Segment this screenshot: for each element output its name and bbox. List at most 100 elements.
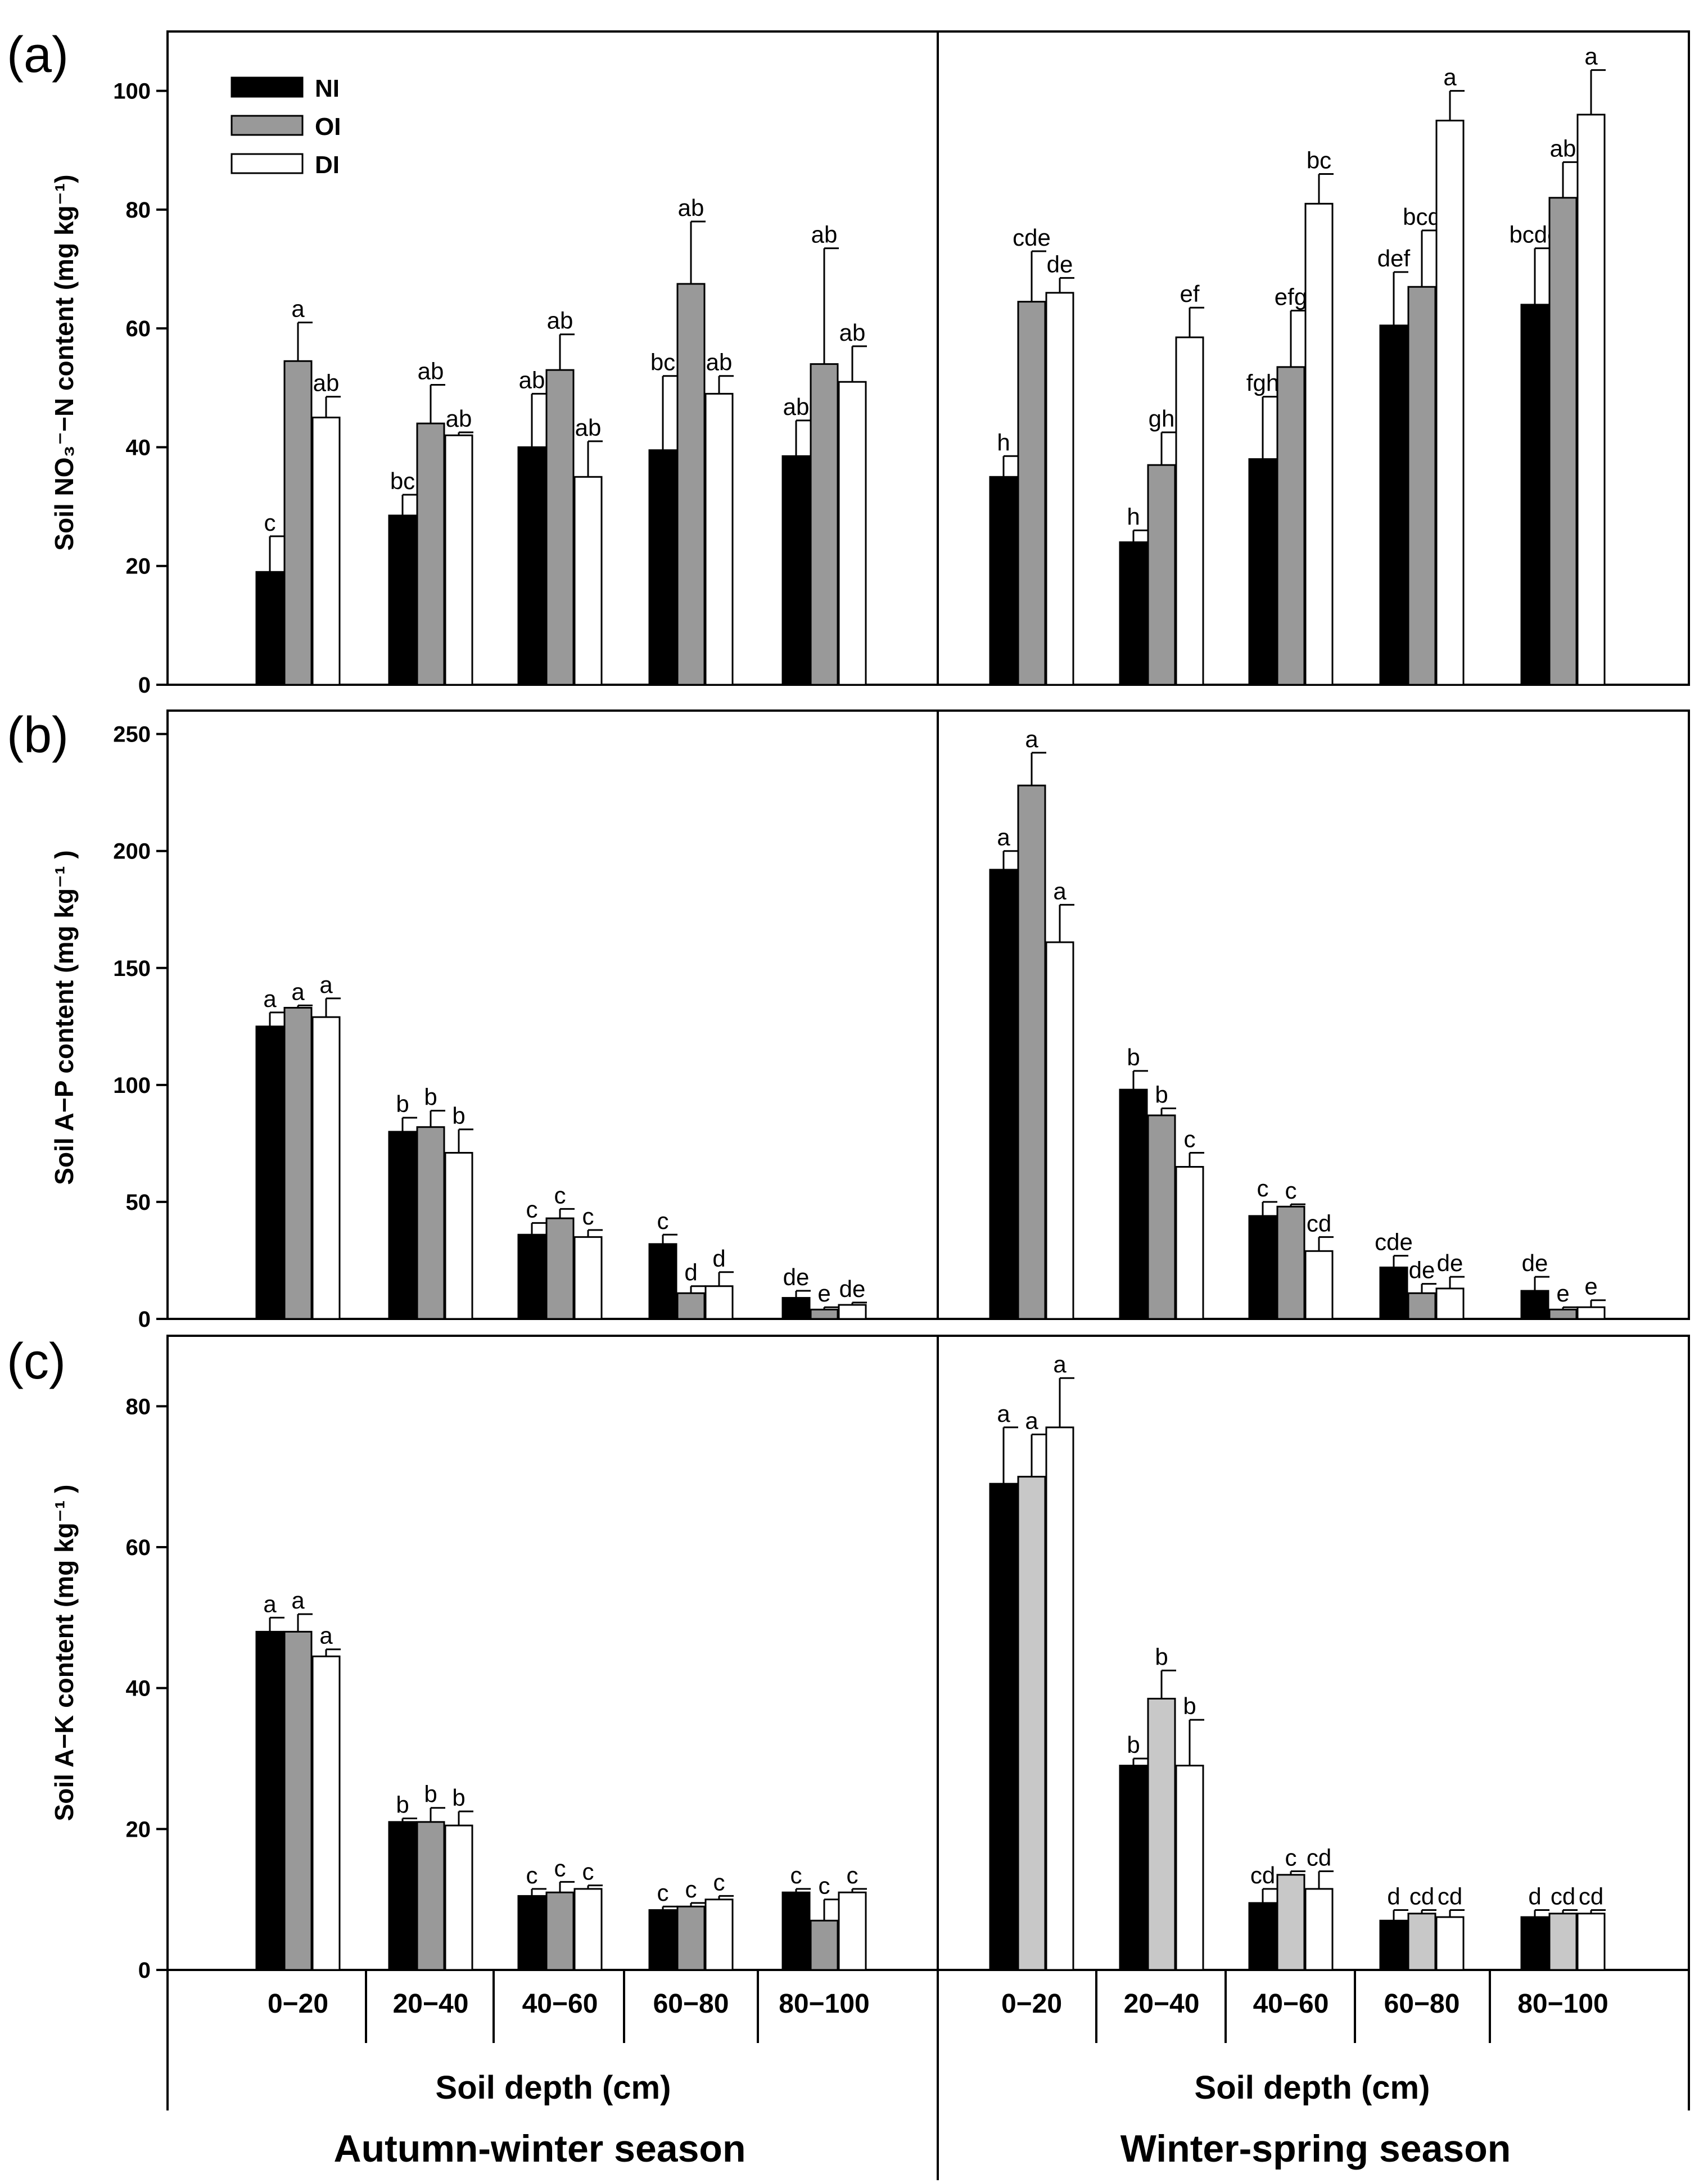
significance-letter-b: a xyxy=(1025,726,1038,752)
significance-letter-a: ab xyxy=(706,349,733,376)
significance-letter-c: c xyxy=(657,1879,669,1906)
significance-letter-b: b xyxy=(396,1091,409,1117)
panel-label-c: (c) xyxy=(7,1334,66,1390)
y-tick-label-b: 50 xyxy=(126,1190,151,1215)
significance-letter-a: ab xyxy=(1550,135,1576,161)
bar-b-ni xyxy=(1379,1266,1408,1320)
significance-letter-b: b xyxy=(1155,1081,1168,1108)
significance-letter-a: h xyxy=(997,429,1010,455)
significance-letter-a: ab xyxy=(839,319,866,346)
bar-c-di xyxy=(704,1899,734,1971)
bar-b-di xyxy=(1175,1166,1204,1320)
bar-a-di xyxy=(1576,114,1606,686)
category-label: 40−60 xyxy=(1253,1989,1329,2019)
significance-letter-a: a xyxy=(1584,43,1598,70)
significance-letter-b: de xyxy=(783,1264,810,1290)
panel-b-frame xyxy=(166,709,1690,1320)
bar-a-ni xyxy=(1119,541,1148,686)
significance-letter-c: a xyxy=(291,1587,305,1613)
bar-a-oi xyxy=(1548,197,1578,686)
legend-label-oi: OI xyxy=(315,113,341,141)
x-axis-title: Soil depth (cm) xyxy=(436,2069,671,2106)
bar-b-di xyxy=(704,1285,734,1320)
significance-letter-b: c xyxy=(657,1208,669,1234)
significance-letter-b: a xyxy=(263,986,277,1012)
significance-letter-a: fgh xyxy=(1246,370,1279,396)
y-tick-label-c: 20 xyxy=(126,1817,151,1842)
significance-letter-c: c xyxy=(713,1869,725,1895)
bar-b-ni xyxy=(648,1243,677,1320)
significance-letter-b: b xyxy=(452,1102,465,1129)
significance-letter-a: efg xyxy=(1275,283,1307,310)
bar-c-di xyxy=(1576,1913,1606,1971)
bar-c-oi xyxy=(1147,1697,1176,1971)
significance-letter-c: cd xyxy=(1438,1883,1462,1909)
y-tick-label-a: 40 xyxy=(126,435,151,460)
significance-letter-c: b xyxy=(452,1784,465,1811)
significance-letter-a: ab xyxy=(783,394,810,420)
significance-letter-b: de xyxy=(1409,1257,1435,1283)
bar-a-di xyxy=(573,476,603,686)
bar-c-di xyxy=(1435,1916,1465,1971)
y-axis-title-b: Soil A−P content (mg kg⁻¹ ) xyxy=(49,850,79,1185)
significance-letter-c: b xyxy=(1155,1643,1168,1670)
bar-c-oi xyxy=(1407,1913,1436,1971)
bar-b-oi xyxy=(1276,1205,1305,1320)
significance-letter-b: c xyxy=(1184,1126,1196,1152)
significance-letter-b: cde xyxy=(1375,1229,1413,1255)
category-label: 0−20 xyxy=(1001,1989,1062,2019)
bar-c-oi xyxy=(1276,1874,1305,1971)
bar-a-ni xyxy=(648,449,677,686)
bar-b-di xyxy=(1435,1287,1465,1320)
significance-letter-a: ab xyxy=(519,367,545,393)
significance-letter-c: a xyxy=(263,1590,277,1617)
significance-letter-b: a xyxy=(291,978,305,1005)
bar-b-oi xyxy=(1147,1114,1176,1320)
bar-b-ni xyxy=(255,1025,284,1320)
bar-c-di xyxy=(444,1824,473,1971)
category-label: 60−80 xyxy=(653,1989,729,2019)
significance-letter-a: ab xyxy=(575,414,602,441)
significance-letter-a: def xyxy=(1377,245,1411,272)
significance-letter-a: a xyxy=(291,296,305,322)
bar-a-di xyxy=(1045,292,1074,686)
category-label: 20−40 xyxy=(1124,1989,1200,2019)
bar-c-oi xyxy=(810,1919,839,1971)
panel-label-a: (a) xyxy=(7,27,69,83)
significance-letter-c: c xyxy=(685,1876,697,1902)
bar-b-oi xyxy=(676,1292,706,1320)
bar-b-ni xyxy=(1520,1290,1549,1320)
significance-letter-a: ab xyxy=(313,370,340,396)
bar-c-ni xyxy=(648,1909,677,1971)
significance-letter-a: h xyxy=(1127,503,1140,530)
season-label-winter-spring: Winter-spring season xyxy=(1120,2127,1511,2170)
legend-swatch-ni xyxy=(231,76,304,98)
significance-letter-c: c xyxy=(1285,1845,1297,1871)
bar-c-oi xyxy=(283,1630,313,1971)
bar-c-di xyxy=(1045,1426,1074,1971)
panel-c-frame xyxy=(166,1335,1690,1971)
bar-b-di xyxy=(838,1304,867,1320)
significance-letter-c: b xyxy=(396,1792,409,1818)
significance-letter-c: c xyxy=(582,1859,594,1885)
bar-a-di xyxy=(1435,119,1465,686)
significance-letter-c: b xyxy=(1127,1732,1140,1758)
bar-a-oi xyxy=(1407,286,1436,686)
bar-c-ni xyxy=(1520,1916,1549,1971)
significance-letter-c: cd xyxy=(1579,1883,1603,1909)
bar-b-di xyxy=(1045,941,1074,1320)
significance-letter-b: c xyxy=(1285,1177,1297,1204)
bar-c-di xyxy=(573,1888,603,1971)
significance-letter-c: a xyxy=(319,1622,333,1649)
bar-c-ni xyxy=(781,1891,811,1971)
category-label: 60−80 xyxy=(1384,1989,1460,2019)
significance-letter-a: ef xyxy=(1180,281,1199,307)
significance-letter-c: b xyxy=(1183,1693,1196,1719)
significance-letter-c: a xyxy=(1053,1351,1067,1377)
bar-b-ni xyxy=(1119,1088,1148,1320)
significance-letter-b: c xyxy=(582,1203,594,1230)
category-label: 80−100 xyxy=(779,1989,870,2019)
bar-a-ni xyxy=(781,455,811,686)
significance-letter-c: a xyxy=(1025,1407,1038,1434)
